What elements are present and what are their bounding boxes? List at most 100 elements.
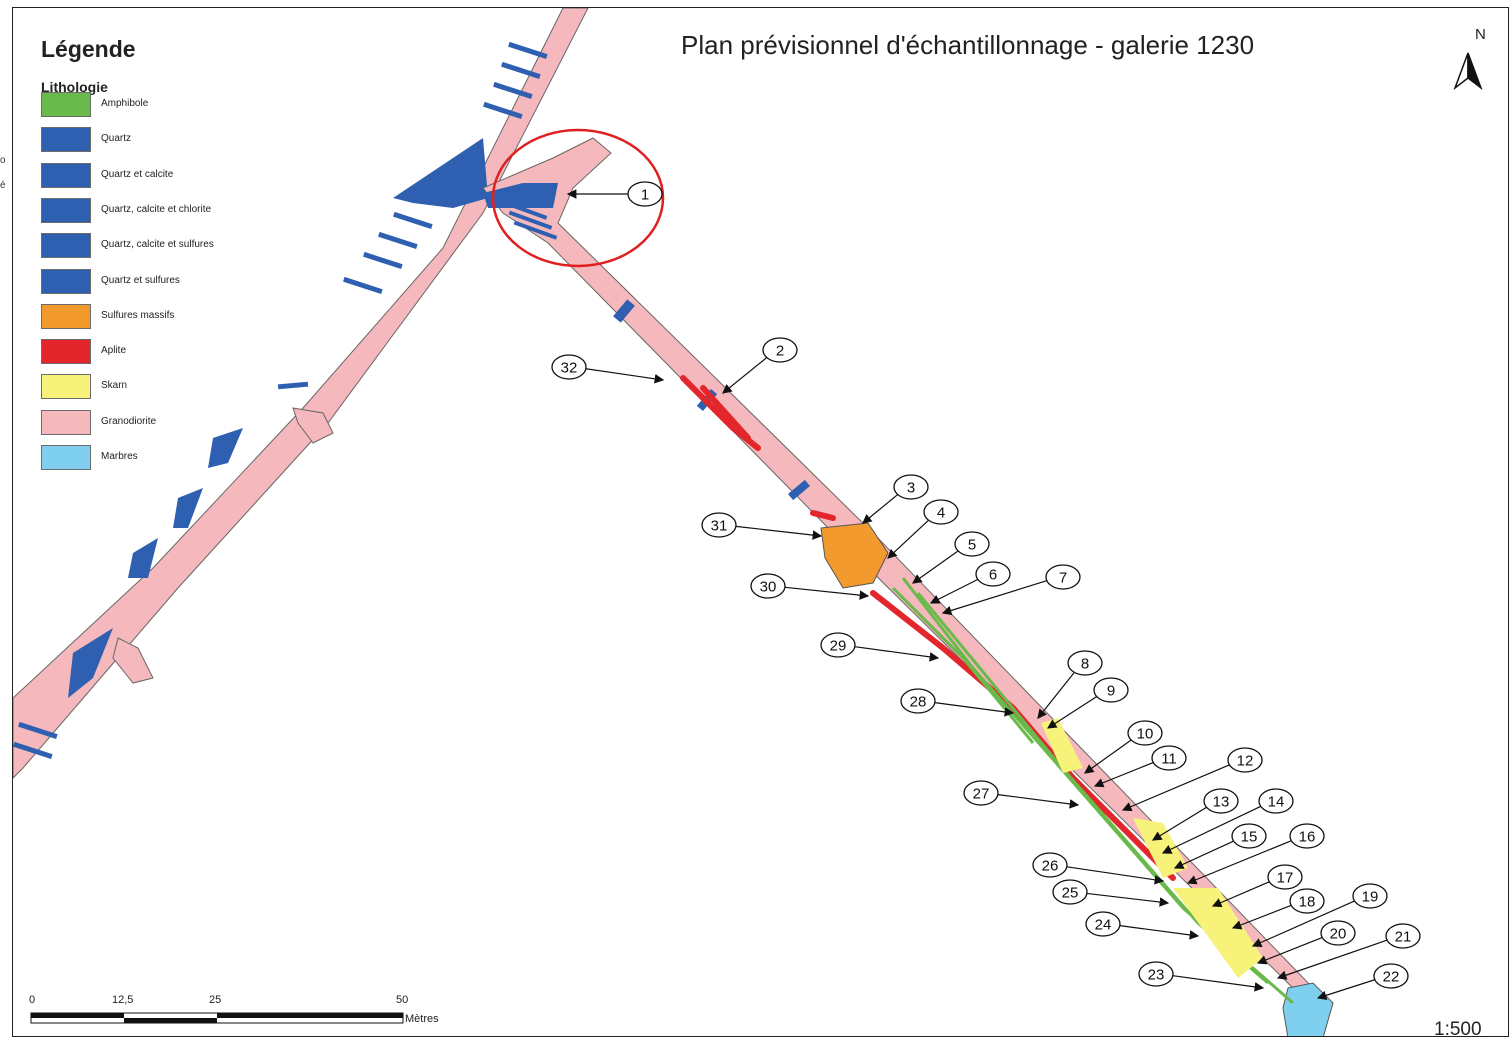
callout-label: 13 <box>1213 794 1230 811</box>
callout-circle <box>1320 920 1356 946</box>
legend-item: Granodiorite <box>41 409 301 436</box>
callout-label: 1 <box>641 187 649 204</box>
callout-circle <box>923 499 959 525</box>
callout-circle <box>1373 963 1409 989</box>
legend-item: Quartz et calcite <box>41 162 301 189</box>
left-branch-2 <box>112 637 154 684</box>
callout-label: 16 <box>1299 829 1316 846</box>
callout-circle <box>1227 747 1263 773</box>
callout-label: 26 <box>1042 858 1059 875</box>
callout-label: 8 <box>1081 656 1089 673</box>
crop-text-1: o <box>0 155 6 166</box>
scale-tick-1: 12,5 <box>112 994 134 1006</box>
callout-27: 27 <box>963 780 1080 809</box>
callout-30: 30 <box>750 573 870 600</box>
callout-circle <box>1258 788 1294 814</box>
callout-32: 32 <box>551 354 665 384</box>
callout-circle <box>1138 961 1174 987</box>
left-crop-strip: o é <box>0 0 12 1039</box>
callout-label: 10 <box>1137 726 1154 743</box>
callout-20: 20 <box>1256 920 1356 965</box>
callout-10: 10 <box>1084 720 1163 774</box>
callout-arrow <box>887 520 929 559</box>
callout-2: 2 <box>722 337 798 394</box>
legend-swatch <box>41 92 91 117</box>
callout-arrow <box>1151 806 1207 841</box>
callout-label: 24 <box>1095 917 1112 934</box>
callout-circle <box>1231 823 1267 849</box>
callout-circle <box>1385 923 1421 949</box>
legend-item: Quartz <box>41 127 301 153</box>
callout-19: 19 <box>1251 883 1388 947</box>
callout-label: 19 <box>1362 889 1379 906</box>
legend-item: Quartz et sulfures <box>41 268 301 295</box>
callout-label: 7 <box>1059 570 1067 587</box>
callout-18: 18 <box>1231 888 1325 930</box>
legend-subtitle: Lithologie <box>41 79 108 95</box>
callout-5: 5 <box>912 531 990 584</box>
callout-arrow <box>722 357 767 394</box>
callout-label: 21 <box>1395 929 1412 946</box>
callout-label: 29 <box>830 638 847 655</box>
callout-21: 21 <box>1276 923 1421 980</box>
legend-swatch <box>41 127 91 153</box>
callout-circle <box>893 474 929 500</box>
callout-circle <box>975 561 1011 587</box>
callout-arrow <box>1121 764 1230 812</box>
callout-label: 11 <box>1161 751 1177 768</box>
left-branch-1 <box>292 407 334 444</box>
callout-circle <box>627 181 663 207</box>
main-gallery-quartz-veins <box>503 200 810 501</box>
callout-arrow <box>1231 904 1292 930</box>
callout-arrow <box>1093 762 1154 788</box>
legend-title: Légende <box>41 36 136 62</box>
callout-arrow <box>912 550 959 584</box>
legend-swatch <box>41 233 91 259</box>
callout-arrow <box>929 578 978 604</box>
legend-label: Aplite <box>101 345 127 357</box>
callout-circle <box>1203 788 1239 814</box>
legend-item: Skarn <box>41 374 301 400</box>
legend-label: Sulfures massifs <box>101 309 175 321</box>
callout-label: 32 <box>561 360 578 377</box>
callout-label: 6 <box>989 567 997 584</box>
callout-circle <box>1032 852 1068 878</box>
callout-24: 24 <box>1085 911 1200 940</box>
north-arrow-icon <box>1453 52 1483 91</box>
quartz-junction <box>483 183 558 208</box>
legend-item: Quartz, calcite et sulfures <box>41 233 301 259</box>
legend-label: Quartz, calcite et sulfures <box>101 239 214 251</box>
gallery-end-marbres <box>1282 982 1334 1036</box>
callout-arrow <box>1037 672 1075 719</box>
callout-22: 22 <box>1316 963 1409 1000</box>
legend-swatch <box>41 339 91 365</box>
callout-label: 5 <box>968 537 976 554</box>
callout-13: 13 <box>1151 788 1239 841</box>
callout-circle <box>1067 650 1103 676</box>
callout-circle <box>1151 745 1187 771</box>
callout-circle <box>963 780 999 806</box>
callout-circle <box>701 512 737 538</box>
legend-label: Granodiorite <box>101 415 157 427</box>
legend-label: Marbres <box>101 451 138 462</box>
callout-label: 28 <box>910 694 927 711</box>
callout-12: 12 <box>1121 747 1263 812</box>
legend-swatch <box>41 162 91 188</box>
callout-circle <box>1289 823 1325 849</box>
callout-circle <box>1352 883 1388 909</box>
callout-1: 1 <box>566 181 663 207</box>
crop-text-2: é <box>0 180 6 191</box>
callout-11: 11 <box>1093 745 1187 788</box>
highlight-circle <box>491 128 665 268</box>
callout-arrow <box>1276 939 1388 980</box>
callout-circle <box>551 354 587 380</box>
callout-arrow <box>1086 892 1170 907</box>
callout-31: 31 <box>701 512 823 540</box>
callout-label: 23 <box>1148 967 1165 984</box>
legend-label: Quartz et calcite <box>101 168 174 180</box>
callout-label: 9 <box>1107 683 1115 700</box>
legend-label: Skarn <box>101 380 128 392</box>
main-gallery <box>482 137 1314 999</box>
